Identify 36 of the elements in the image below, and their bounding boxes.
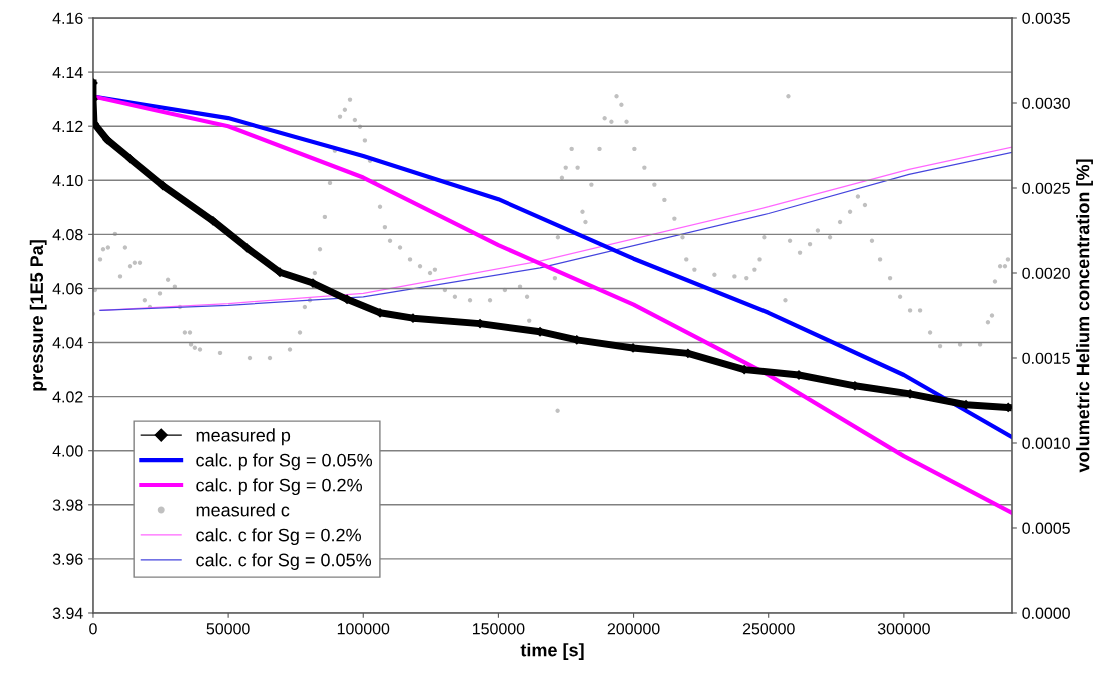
x-axis-title: time [s]	[520, 643, 584, 660]
y-tick-label: 4.04	[52, 337, 83, 349]
y-tick-label: 4.06	[52, 283, 83, 295]
legend-label: calc. p for Sg = 0.05%	[196, 453, 373, 471]
legend-label: calc. c for Sg = 0.2%	[196, 528, 361, 545]
y2-tick-label: 0.0005	[1022, 522, 1070, 534]
x-tick-label: 0	[89, 623, 97, 635]
legend-label: measured c	[196, 503, 290, 517]
y-tick-label: 4.00	[52, 445, 83, 457]
legend-label: calc. c for Sg = 0.05%	[196, 553, 372, 570]
y2-tick-label: 0.0010	[1022, 437, 1070, 449]
y-axis-title: pressure [1E5 Pa]	[29, 240, 47, 391]
y-tick-label: 4.12	[52, 120, 83, 132]
legend-label: calc. p for Sg = 0.2%	[196, 478, 363, 496]
x-tick-label: 250000	[742, 623, 795, 635]
y2-tick-label: 0.0020	[1022, 267, 1070, 279]
y2-tick-label: 0.0035	[1022, 12, 1070, 24]
x-tick-label: 300000	[877, 623, 930, 635]
x-tick-label: 100000	[337, 623, 390, 635]
y2-tick-label: 0.0015	[1022, 352, 1070, 364]
y2-tick-label: 0.0000	[1022, 607, 1070, 619]
y2-axis-title: volumetric Helium concentration [%]	[1076, 159, 1093, 473]
x-tick-label: 50000	[206, 623, 250, 635]
x-tick-label: 200000	[607, 623, 660, 635]
y2-tick-label: 0.0025	[1022, 182, 1070, 194]
y-tick-label: 3.94	[52, 607, 83, 619]
y-tick-label: 3.98	[52, 499, 83, 511]
legend-label: measured p	[196, 428, 291, 446]
y-tick-label: 4.14	[52, 66, 83, 78]
y-tick-label: 3.96	[52, 553, 83, 565]
y-tick-label: 4.16	[52, 12, 83, 24]
y-tick-label: 4.08	[52, 228, 83, 241]
x-tick-label: 150000	[472, 623, 525, 635]
y2-tick-label: 0.0030	[1022, 97, 1070, 109]
y-tick-label: 4.02	[52, 391, 83, 403]
y-tick-label: 4.10	[52, 174, 83, 187]
